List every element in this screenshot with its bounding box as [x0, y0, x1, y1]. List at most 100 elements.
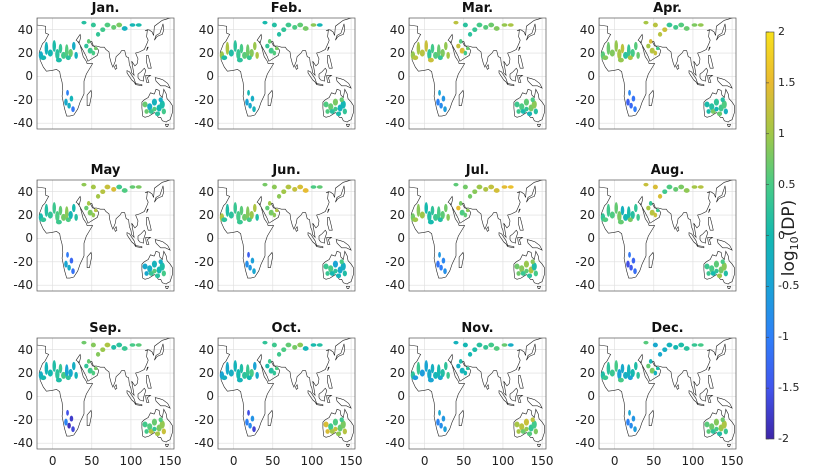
dust-cell	[265, 205, 270, 211]
dust-cell	[626, 364, 631, 378]
dust-patches	[38, 20, 166, 117]
dust-cell	[501, 23, 508, 27]
dust-cell	[250, 95, 255, 102]
coastline	[599, 180, 735, 290]
dust-cell	[419, 49, 425, 57]
dust-cell	[523, 418, 529, 426]
dust-cell	[247, 409, 250, 416]
lat-tick-label: 20	[579, 46, 595, 61]
dust-cell	[706, 429, 711, 434]
colorbar-tick-label: -0.5	[778, 279, 800, 293]
dust-cell	[657, 32, 663, 37]
dust-cell	[626, 260, 630, 268]
dust-cell	[159, 100, 165, 109]
dust-cell	[245, 44, 250, 58]
dust-cell	[648, 201, 653, 206]
dust-cell	[527, 273, 533, 279]
grid-lines	[409, 18, 546, 129]
dust-cell	[61, 371, 67, 379]
dust-cell	[437, 217, 443, 223]
dust-cell	[225, 41, 230, 55]
dust-cell	[704, 421, 710, 428]
dust-cell	[221, 217, 228, 223]
panel-title: May	[90, 163, 121, 178]
dust-cell	[52, 202, 56, 214]
dust-cell	[332, 418, 338, 426]
dust-cell	[40, 375, 47, 381]
dust-cell	[437, 375, 443, 381]
dust-cell	[646, 205, 651, 211]
dust-cell	[281, 189, 287, 195]
lat-tick-label: -40	[575, 436, 595, 451]
dust-cell	[436, 44, 441, 58]
dust-cell	[620, 43, 625, 54]
dust-cell	[467, 352, 473, 357]
dust-cell	[633, 426, 637, 433]
dust-cell	[720, 417, 725, 423]
dust-cell	[620, 205, 625, 216]
lat-tick-label: 0	[25, 389, 33, 404]
panel-title: Jan.	[91, 1, 120, 16]
dust-cell	[328, 103, 334, 111]
dust-cell	[100, 189, 106, 195]
dust-cell	[233, 202, 237, 214]
axes-frame	[598, 337, 737, 450]
dust-cell	[161, 270, 166, 277]
dust-cell	[245, 260, 249, 268]
dust-cell	[530, 97, 535, 103]
dust-cell	[161, 108, 166, 115]
dust-cell	[602, 217, 609, 223]
lat-tick-label: 0	[397, 389, 405, 404]
dust-cell	[412, 217, 419, 223]
dust-cell	[155, 431, 161, 437]
dust-cell	[606, 361, 611, 375]
dust-cell	[527, 111, 533, 117]
dust-cell	[617, 210, 622, 222]
lon-tick-label: 0	[48, 454, 57, 468]
dust-cell	[129, 343, 136, 347]
dust-cell	[713, 260, 719, 268]
dust-cell	[147, 103, 153, 111]
dust-cell	[233, 360, 237, 372]
coastline	[409, 180, 545, 290]
grid-lines	[218, 338, 355, 449]
dust-cell	[44, 41, 49, 55]
dust-cell	[629, 422, 633, 429]
lat-tick-label: 20	[17, 208, 33, 223]
dust-cell	[155, 111, 161, 117]
lat-tick-label: -40	[385, 116, 405, 131]
dust-cell	[717, 273, 723, 279]
dust-cell	[81, 20, 87, 25]
dust-cell	[91, 50, 96, 56]
dust-cell	[239, 43, 244, 54]
map-panel	[217, 179, 356, 292]
dust-cell	[657, 352, 663, 357]
dust-cell	[135, 185, 142, 189]
grid-lines	[218, 18, 355, 129]
dust-cell	[81, 182, 87, 187]
dust-cell	[93, 366, 98, 371]
dust-cell	[416, 41, 421, 55]
dust-cell	[144, 429, 149, 434]
dust-cell	[419, 369, 425, 377]
dust-cell	[673, 186, 679, 192]
dust-cell	[333, 426, 338, 432]
dust-cell	[438, 251, 441, 258]
panel-title: Feb.	[270, 1, 303, 16]
dust-cell	[297, 22, 304, 28]
dust-cell	[121, 346, 128, 351]
dust-cell	[717, 111, 723, 117]
lon-tick-label: 150	[530, 454, 554, 468]
lat-tick-label: -20	[575, 254, 595, 269]
dust-cell	[239, 205, 244, 216]
dust-cell	[325, 429, 330, 434]
dust-cell	[606, 41, 611, 55]
grid-lines	[37, 338, 174, 449]
lat-tick-label: -20	[385, 92, 405, 107]
dust-cell	[633, 106, 637, 113]
dust-cell	[614, 40, 618, 52]
dust-cell	[74, 51, 78, 59]
dust-cell	[620, 363, 625, 374]
dust-cell	[666, 22, 673, 28]
dust-cell	[325, 109, 330, 114]
